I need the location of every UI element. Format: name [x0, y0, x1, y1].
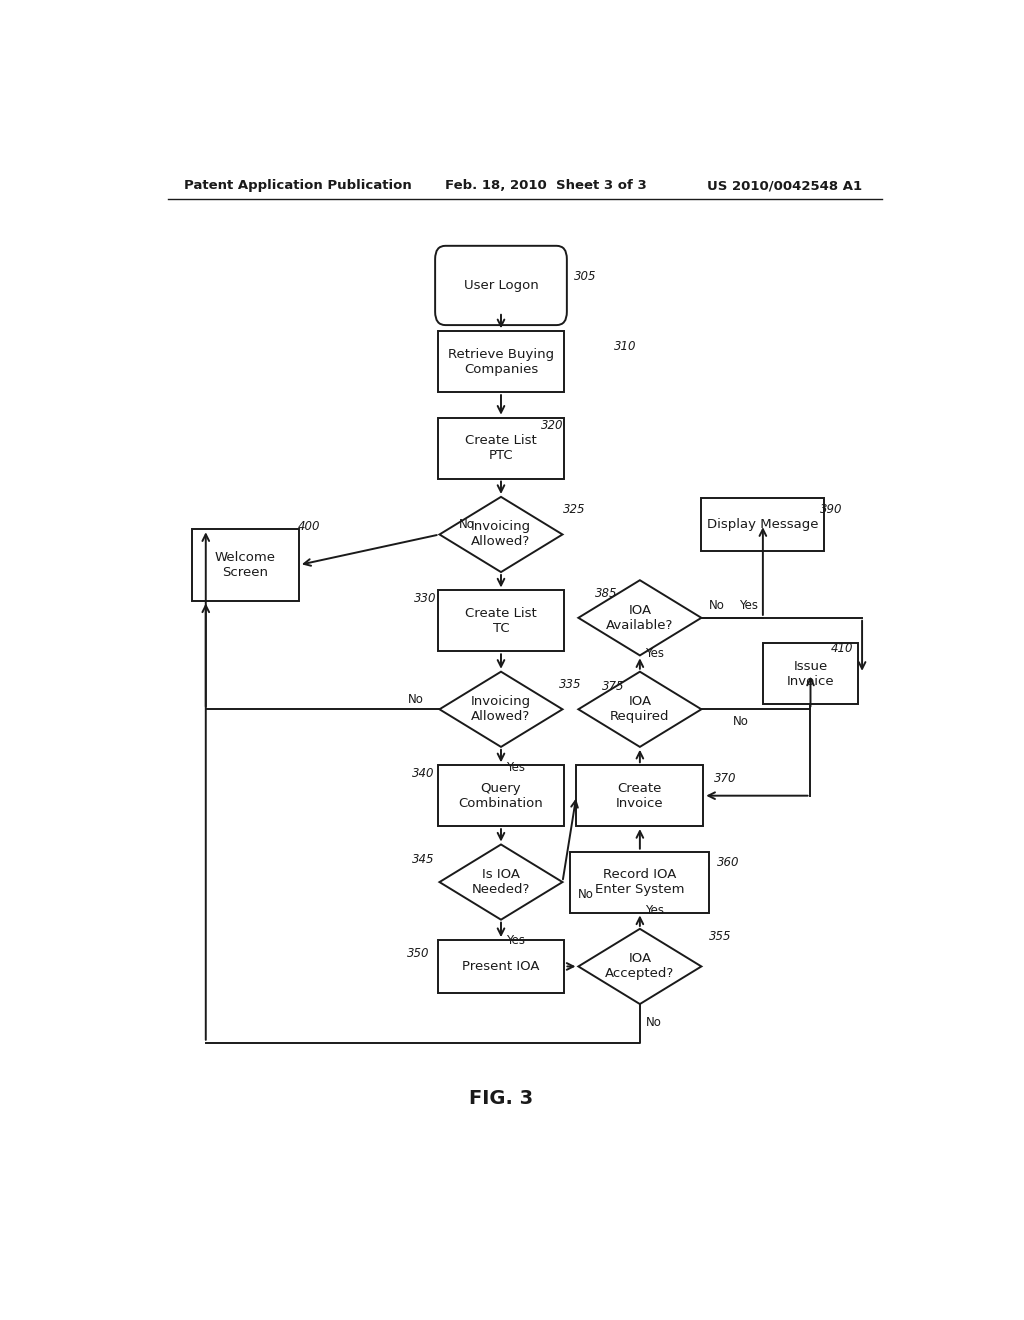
Text: IOA
Required: IOA Required	[610, 696, 670, 723]
Text: 370: 370	[714, 772, 736, 785]
Text: Invoicing
Allowed?: Invoicing Allowed?	[471, 696, 531, 723]
Text: No: No	[646, 1016, 663, 1028]
Text: Present IOA: Present IOA	[462, 960, 540, 973]
Text: 360: 360	[717, 857, 739, 870]
Text: 335: 335	[559, 678, 582, 692]
Text: Invoicing
Allowed?: Invoicing Allowed?	[471, 520, 531, 549]
Text: Yes: Yes	[506, 933, 524, 946]
Bar	[437, 940, 564, 993]
Text: US 2010/0042548 A1: US 2010/0042548 A1	[708, 180, 862, 193]
Polygon shape	[579, 929, 701, 1005]
Text: Query
Combination: Query Combination	[459, 781, 544, 809]
Text: No: No	[579, 888, 594, 900]
Text: Create List
PTC: Create List PTC	[465, 434, 537, 462]
Text: IOA
Available?: IOA Available?	[606, 603, 674, 632]
Text: Create
Invoice: Create Invoice	[616, 781, 664, 809]
Text: Issue
Invoice: Issue Invoice	[786, 660, 835, 688]
Bar	[701, 498, 824, 550]
Text: 355: 355	[709, 931, 731, 944]
Text: Record IOA
Enter System: Record IOA Enter System	[595, 869, 685, 896]
Text: Yes: Yes	[645, 647, 664, 660]
Bar	[570, 851, 710, 912]
Text: No: No	[733, 715, 749, 729]
Text: No: No	[710, 599, 725, 612]
Text: Welcome
Screen: Welcome Screen	[215, 550, 275, 579]
Bar	[437, 590, 564, 651]
Bar	[577, 766, 703, 826]
Text: IOA
Accepted?: IOA Accepted?	[605, 953, 675, 981]
Polygon shape	[579, 581, 701, 656]
Text: Is IOA
Needed?: Is IOA Needed?	[472, 869, 530, 896]
Polygon shape	[439, 672, 562, 747]
Text: Feb. 18, 2010  Sheet 3 of 3: Feb. 18, 2010 Sheet 3 of 3	[445, 180, 647, 193]
Text: 310: 310	[613, 341, 636, 352]
Text: Create List
TC: Create List TC	[465, 607, 537, 635]
Text: Display Message: Display Message	[708, 517, 818, 531]
Text: 350: 350	[408, 946, 430, 960]
Polygon shape	[439, 496, 562, 572]
Text: Retrieve Buying
Companies: Retrieve Buying Companies	[447, 347, 554, 376]
Text: 340: 340	[412, 767, 434, 780]
Text: Yes: Yes	[506, 760, 524, 774]
Text: Yes: Yes	[739, 599, 759, 612]
Text: 325: 325	[563, 503, 586, 516]
Text: Patent Application Publication: Patent Application Publication	[183, 180, 412, 193]
Polygon shape	[439, 845, 562, 920]
Text: 390: 390	[820, 503, 843, 516]
Text: 320: 320	[541, 420, 563, 432]
Text: 385: 385	[595, 587, 617, 599]
Bar	[437, 766, 564, 826]
Text: FIG. 3: FIG. 3	[469, 1089, 534, 1107]
Bar	[437, 331, 564, 392]
Text: No: No	[408, 693, 424, 706]
Text: Yes: Yes	[645, 904, 664, 917]
Text: 400: 400	[298, 520, 321, 533]
Bar	[437, 417, 564, 479]
FancyBboxPatch shape	[435, 246, 567, 325]
Text: 330: 330	[414, 591, 436, 605]
Text: 410: 410	[830, 642, 853, 655]
Text: 375: 375	[602, 680, 625, 693]
Text: User Logon: User Logon	[464, 279, 539, 292]
Text: 305: 305	[574, 269, 597, 282]
Bar	[763, 643, 858, 704]
Text: 345: 345	[412, 853, 434, 866]
Bar	[191, 529, 299, 601]
Text: No: No	[460, 517, 475, 531]
Polygon shape	[579, 672, 701, 747]
